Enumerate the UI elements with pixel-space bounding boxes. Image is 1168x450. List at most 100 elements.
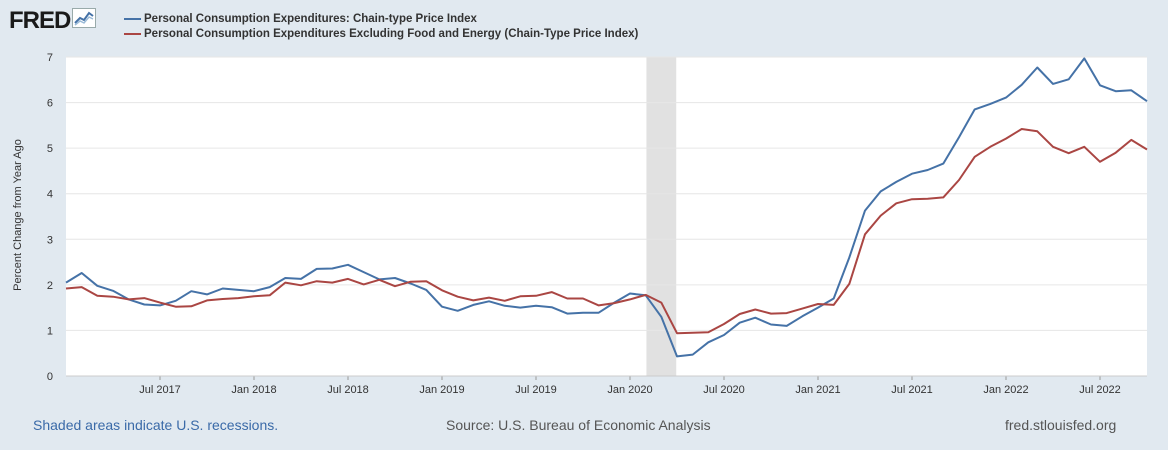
point-s0-40 xyxy=(691,353,694,356)
point-s0-11 xyxy=(237,288,240,291)
y-tick-label-4: 4 xyxy=(47,189,53,201)
recessions-note: Shaded areas indicate U.S. recessions. xyxy=(33,417,279,433)
point-s1-17 xyxy=(331,281,334,284)
point-s0-17 xyxy=(331,267,334,270)
point-s0-47 xyxy=(801,315,804,318)
point-s1-51 xyxy=(863,233,866,236)
x-tick-label-66: Jul 2022 xyxy=(1079,384,1121,396)
point-s1-47 xyxy=(801,307,804,310)
point-s1-30 xyxy=(534,294,537,297)
point-s0-55 xyxy=(926,168,929,171)
point-s0-52 xyxy=(879,190,882,193)
point-s1-14 xyxy=(284,281,287,284)
point-s1-8 xyxy=(190,305,193,308)
point-s1-0 xyxy=(64,287,67,290)
y-tick-label-0: 0 xyxy=(47,371,53,383)
y-tick-label-6: 6 xyxy=(47,98,53,110)
point-s1-41 xyxy=(707,331,710,334)
point-s1-35 xyxy=(613,301,616,304)
point-s1-25 xyxy=(456,295,459,298)
point-s0-6 xyxy=(158,304,161,307)
point-s0-18 xyxy=(346,263,349,266)
legend-label-pce: Personal Consumption Expenditures: Chain… xyxy=(144,12,477,25)
x-tick-label-6: Jul 2017 xyxy=(139,384,181,396)
point-s0-38 xyxy=(660,315,663,318)
point-s0-51 xyxy=(863,209,866,212)
point-s0-25 xyxy=(456,309,459,312)
point-s0-58 xyxy=(973,108,976,111)
point-s1-26 xyxy=(472,299,475,302)
point-s0-61 xyxy=(1020,83,1023,86)
point-s1-39 xyxy=(675,332,678,335)
point-s0-43 xyxy=(738,321,741,324)
point-s1-43 xyxy=(738,312,741,315)
point-s0-44 xyxy=(754,316,757,319)
x-tick-label-54: Jul 2021 xyxy=(891,384,933,396)
point-s1-16 xyxy=(315,280,318,283)
point-s0-24 xyxy=(440,305,443,308)
point-s1-38 xyxy=(660,301,663,304)
point-s0-28 xyxy=(503,304,506,307)
point-s1-60 xyxy=(1004,137,1007,140)
plot-background xyxy=(66,57,1147,376)
point-s0-69 xyxy=(1145,100,1148,103)
point-s1-62 xyxy=(1036,130,1039,133)
point-s1-69 xyxy=(1145,148,1148,151)
point-s0-2 xyxy=(96,284,99,287)
x-tick-label-12: Jan 2018 xyxy=(231,384,276,396)
point-s0-59 xyxy=(989,102,992,105)
point-s1-7 xyxy=(174,305,177,308)
point-s0-63 xyxy=(1051,82,1054,85)
point-s0-65 xyxy=(1083,57,1086,60)
y-tick-label-1: 1 xyxy=(47,325,53,337)
point-s0-30 xyxy=(534,304,537,307)
site-link[interactable]: fred.stlouisfed.org xyxy=(1005,417,1117,433)
point-s1-40 xyxy=(691,331,694,334)
y-tick-label-5: 5 xyxy=(47,143,53,155)
point-s0-57 xyxy=(957,136,960,139)
point-s1-9 xyxy=(205,299,208,302)
point-s1-4 xyxy=(127,298,130,301)
point-s1-21 xyxy=(393,285,396,288)
point-s0-14 xyxy=(284,276,287,279)
legend-label-core-pce: Personal Consumption Expenditures Exclud… xyxy=(144,27,639,40)
point-s1-12 xyxy=(252,295,255,298)
fred-logo[interactable]: FRED xyxy=(9,8,97,33)
point-s1-65 xyxy=(1083,145,1086,148)
point-s0-13 xyxy=(268,286,271,289)
legend-swatch-pce xyxy=(124,17,141,20)
point-s0-54 xyxy=(910,172,913,175)
point-s0-5 xyxy=(143,303,146,306)
point-s0-42 xyxy=(722,333,725,336)
point-s1-29 xyxy=(519,295,522,298)
point-s1-59 xyxy=(989,145,992,148)
point-s1-48 xyxy=(816,302,819,305)
point-s0-49 xyxy=(832,297,835,300)
point-s0-32 xyxy=(566,312,569,315)
source-note: Source: U.S. Bureau of Economic Analysis xyxy=(446,417,711,433)
point-s1-10 xyxy=(221,297,224,300)
point-s1-22 xyxy=(409,280,412,283)
point-s0-16 xyxy=(315,267,318,270)
point-s1-31 xyxy=(550,291,553,294)
y-tick-label-7: 7 xyxy=(47,52,53,64)
point-s1-18 xyxy=(346,277,349,280)
chart-legend: Personal Consumption Expenditures: Chain… xyxy=(124,11,638,41)
point-s1-5 xyxy=(143,296,146,299)
legend-item-pce[interactable]: Personal Consumption Expenditures: Chain… xyxy=(124,11,638,26)
point-s1-42 xyxy=(722,322,725,325)
point-s0-12 xyxy=(252,290,255,293)
point-s0-41 xyxy=(707,341,710,344)
point-s0-15 xyxy=(299,277,302,280)
point-s1-20 xyxy=(378,278,381,281)
point-s0-0 xyxy=(64,281,67,284)
point-s1-67 xyxy=(1114,151,1117,154)
recession-shading xyxy=(646,57,677,376)
point-s0-34 xyxy=(597,311,600,314)
x-tick-label-18: Jul 2018 xyxy=(327,384,369,396)
point-s1-56 xyxy=(942,196,945,199)
point-s0-31 xyxy=(550,306,553,309)
legend-item-core-pce[interactable]: Personal Consumption Expenditures Exclud… xyxy=(124,26,638,41)
point-s1-49 xyxy=(832,303,835,306)
point-s0-67 xyxy=(1114,90,1117,93)
